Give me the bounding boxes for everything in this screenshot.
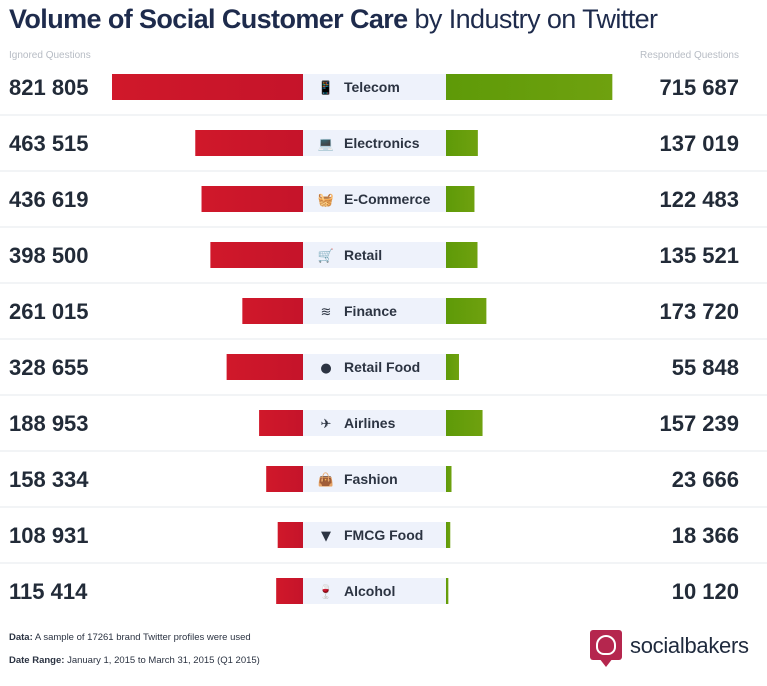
category-label-bg-telecom — [303, 74, 446, 100]
responded-bar-alcohol — [446, 578, 449, 604]
ignored-bar-airlines — [259, 410, 303, 436]
ignored-bar-electronics — [195, 130, 303, 156]
airplane-icon: ✈ — [321, 417, 332, 432]
category-label-bg-electronics — [303, 130, 446, 156]
ignored-value-airlines: 188 953 — [9, 411, 89, 436]
category-label-bg-retail-food — [303, 354, 446, 380]
responded-bar-telecom — [446, 74, 613, 100]
category-label-retail-food: Retail Food — [344, 359, 420, 375]
responded-value-fashion: 23 666 — [672, 467, 739, 492]
mobile-phone-icon: 📱 — [318, 80, 334, 96]
chart-title: Volume of Social Customer Care by Indust… — [9, 4, 659, 35]
responded-bar-airlines — [446, 410, 483, 436]
footnote-range-label: Date Range: — [9, 655, 65, 666]
footnote-date-range: Date Range: January 1, 2015 to March 31,… — [9, 655, 260, 666]
shopping-cart-icon: 🛒 — [318, 248, 334, 264]
responded-bar-finance — [446, 298, 487, 324]
ignored-bar-telecom — [112, 74, 303, 100]
footnote-data: Data: A sample of 17261 brand Twitter pr… — [9, 632, 251, 643]
category-label-bg-retail — [303, 242, 446, 268]
category-label-electronics: Electronics — [344, 135, 420, 151]
ignored-bar-e-commerce — [201, 186, 303, 212]
ice-cream-icon: ▼ — [321, 529, 331, 544]
category-label-bg-finance — [303, 298, 446, 324]
category-label-fashion: Fashion — [344, 471, 398, 487]
responded-value-alcohol: 10 120 — [672, 579, 739, 604]
socialbakers-logo-icon — [590, 630, 622, 660]
ignored-value-electronics: 463 515 — [9, 131, 89, 156]
title-bold: Volume of Social Customer Care — [9, 4, 408, 34]
responded-value-electronics: 137 019 — [659, 131, 739, 156]
ignored-value-fmcg-food: 108 931 — [9, 523, 89, 548]
category-label-bg-fmcg-food — [303, 522, 446, 548]
laptop-icon: 💻 — [318, 137, 334, 152]
butterfly-bar-chart: 📱 Telecom 821 805 715 687 💻 Electronics 463 51… — [0, 74, 767, 604]
money-bills-icon: ≋ — [321, 305, 332, 320]
responded-value-retail: 135 521 — [659, 243, 739, 268]
responded-value-fmcg-food: 18 366 — [672, 523, 739, 548]
responded-value-telecom: 715 687 — [659, 75, 739, 100]
ignored-bar-retail-food — [226, 354, 303, 380]
wine-glass-icon: 🍷 — [318, 584, 334, 600]
responded-value-e-commerce: 122 483 — [659, 187, 739, 212]
footnote-data-text: A sample of 17261 brand Twitter profiles… — [34, 632, 251, 643]
socialbakers-logo: socialbakers — [590, 630, 750, 670]
ignored-bar-fmcg-food — [277, 522, 303, 548]
category-label-bg-fashion — [303, 466, 446, 492]
title-light: by Industry on Twitter — [414, 4, 659, 34]
category-label-finance: Finance — [344, 303, 397, 319]
ignored-value-telecom: 821 805 — [9, 75, 89, 100]
category-label-bg-airlines — [303, 410, 446, 436]
responded-bar-electronics — [446, 130, 478, 156]
category-label-telecom: Telecom — [344, 79, 400, 95]
handbag-icon: 👜 — [318, 472, 334, 488]
ignored-questions-header: Ignored Questions — [9, 50, 91, 61]
ignored-bar-fashion — [266, 466, 303, 492]
responded-questions-header: Responded Questions — [640, 50, 739, 61]
ignored-value-e-commerce: 436 619 — [9, 187, 89, 212]
category-label-bg-alcohol — [303, 578, 446, 604]
category-label-alcohol: Alcohol — [344, 583, 395, 599]
responded-bar-e-commerce — [446, 186, 475, 212]
responded-value-airlines: 157 239 — [659, 411, 739, 436]
category-label-fmcg-food: FMCG Food — [344, 527, 423, 543]
category-label-bg-e-commerce — [303, 186, 446, 212]
ignored-value-alcohol: 115 414 — [9, 579, 88, 604]
responded-bar-retail — [446, 242, 478, 268]
ignored-bar-alcohol — [276, 578, 303, 604]
responded-bar-fmcg-food — [446, 522, 451, 548]
ignored-value-retail: 398 500 — [9, 243, 89, 268]
responded-value-retail-food: 55 848 — [672, 355, 739, 380]
responded-value-finance: 173 720 — [659, 299, 739, 324]
category-label-e-commerce: E-Commerce — [344, 191, 431, 207]
ignored-value-retail-food: 328 655 — [9, 355, 89, 380]
ignored-value-finance: 261 015 — [9, 299, 89, 324]
shopping-basket-icon: 🧺 — [318, 193, 334, 208]
category-label-retail: Retail — [344, 247, 382, 263]
ignored-bar-retail — [210, 242, 303, 268]
ignored-value-fashion: 158 334 — [9, 467, 89, 492]
footnote-range-text: January 1, 2015 to March 31, 2015 (Q1 20… — [67, 655, 260, 666]
ignored-bar-finance — [242, 298, 303, 324]
responded-bar-retail-food — [446, 354, 459, 380]
category-label-airlines: Airlines — [344, 415, 396, 431]
brand-name: socialbakers — [630, 633, 749, 658]
footnote-data-label: Data: — [9, 632, 33, 643]
responded-bar-fashion — [446, 466, 452, 492]
plate-cutlery-icon: ● — [320, 361, 331, 376]
